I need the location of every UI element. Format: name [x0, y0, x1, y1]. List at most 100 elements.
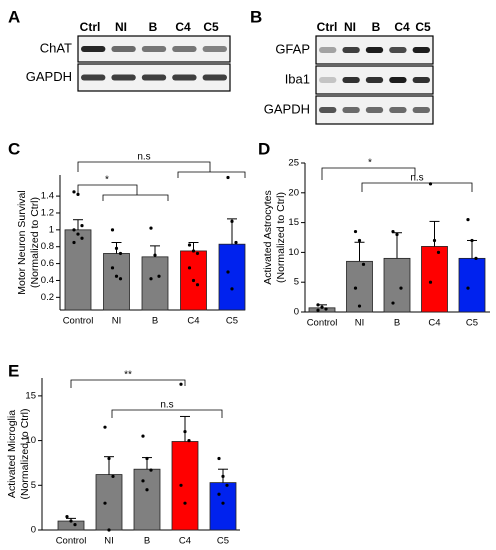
bar [383, 257, 411, 313]
data-point [118, 251, 123, 256]
lane-label: C4 [175, 20, 191, 34]
data-point [153, 253, 157, 257]
data-point [226, 270, 230, 274]
data-point [103, 425, 107, 429]
blot-band [412, 47, 430, 53]
x-tick-label: Control [307, 318, 338, 329]
data-point [141, 434, 145, 438]
data-point [217, 456, 221, 461]
data-point [110, 266, 115, 270]
bar [218, 243, 246, 311]
data-point [72, 228, 76, 232]
data-point [324, 307, 328, 311]
blot-band [365, 77, 384, 83]
data-point [217, 492, 221, 496]
data-point [432, 238, 437, 243]
bracket [321, 167, 416, 180]
lane-label: B [372, 20, 381, 34]
blot-band [81, 46, 106, 52]
row-label: Iba1 [285, 71, 310, 86]
y-tick-label: 1.2 [41, 207, 54, 218]
blot-band [365, 107, 384, 113]
bar [458, 257, 486, 313]
y-tick-label: 5 [294, 277, 299, 288]
data-point [466, 218, 470, 222]
bar [64, 229, 92, 311]
annotation: * [105, 175, 109, 186]
row-label: GAPDH [26, 69, 72, 84]
y-axis-label: (Normalized to Ctrl) [275, 192, 287, 283]
data-point [225, 483, 229, 487]
y-tick-label: 0 [31, 525, 36, 536]
annotation: * [368, 158, 372, 169]
panel-label: E [8, 361, 19, 380]
data-point [111, 474, 115, 478]
blot-band [202, 74, 227, 81]
y-axis-label: (Normalized to Ctrl) [29, 197, 41, 288]
x-tick-label: C4 [179, 536, 191, 547]
y-tick-label: 0.6 [41, 258, 54, 269]
data-point [357, 238, 362, 243]
data-point [230, 219, 234, 224]
blot-band [141, 74, 167, 81]
data-point [353, 286, 358, 290]
data-point [157, 274, 161, 278]
data-point [179, 483, 183, 487]
x-tick-label: B [394, 318, 400, 329]
panel-label: C [8, 139, 20, 158]
data-point [187, 243, 192, 247]
data-point [191, 249, 196, 253]
blot-band [319, 47, 337, 53]
data-point [69, 519, 73, 523]
data-point [65, 514, 69, 519]
y-tick-label: 1.4 [41, 191, 54, 202]
blot-band [172, 46, 197, 52]
row-label: GFAP [275, 41, 310, 56]
data-point [145, 456, 149, 461]
data-point [149, 226, 153, 230]
data-point [183, 430, 187, 434]
data-point [179, 382, 183, 386]
blot-band [342, 77, 360, 83]
y-tick-label: 10 [25, 435, 36, 446]
y-tick-label: 0.8 [41, 241, 54, 252]
data-point [118, 277, 123, 281]
annotation: n.s [160, 400, 173, 411]
blot-band [412, 107, 430, 113]
data-point [72, 240, 76, 245]
data-point [114, 274, 119, 278]
data-point [73, 523, 77, 527]
lane-label: C4 [394, 20, 410, 34]
data-point [187, 266, 192, 270]
bar [103, 253, 130, 311]
y-axis-label: Activated Microglia [6, 410, 18, 498]
bar [141, 256, 169, 311]
data-point [316, 303, 320, 307]
data-point [76, 232, 80, 236]
data-point [107, 528, 111, 532]
blot-band [111, 46, 136, 52]
bar [133, 468, 161, 531]
data-point [226, 175, 230, 180]
y-tick-label: 10 [288, 247, 299, 258]
bracket [77, 184, 169, 201]
lane-label: Ctrl [80, 20, 101, 34]
bracket [111, 409, 223, 418]
data-point [391, 301, 395, 305]
y-tick-label: 20 [288, 187, 299, 198]
y-tick-label: 0.2 [41, 292, 54, 303]
x-tick-label: B [152, 316, 158, 327]
data-point [436, 250, 441, 254]
blot-band [412, 77, 430, 83]
x-tick-label: NI [112, 316, 122, 327]
data-point [316, 308, 320, 312]
blot-band [389, 77, 407, 83]
y-axis-label: Motor Neuron Survival [16, 190, 28, 294]
bar [171, 441, 199, 531]
data-point [141, 479, 145, 483]
blot-band [319, 107, 337, 113]
y-tick-label: 0.4 [41, 275, 54, 286]
data-point [353, 229, 358, 234]
x-tick-label: Control [56, 536, 87, 547]
blot-band [202, 46, 227, 52]
